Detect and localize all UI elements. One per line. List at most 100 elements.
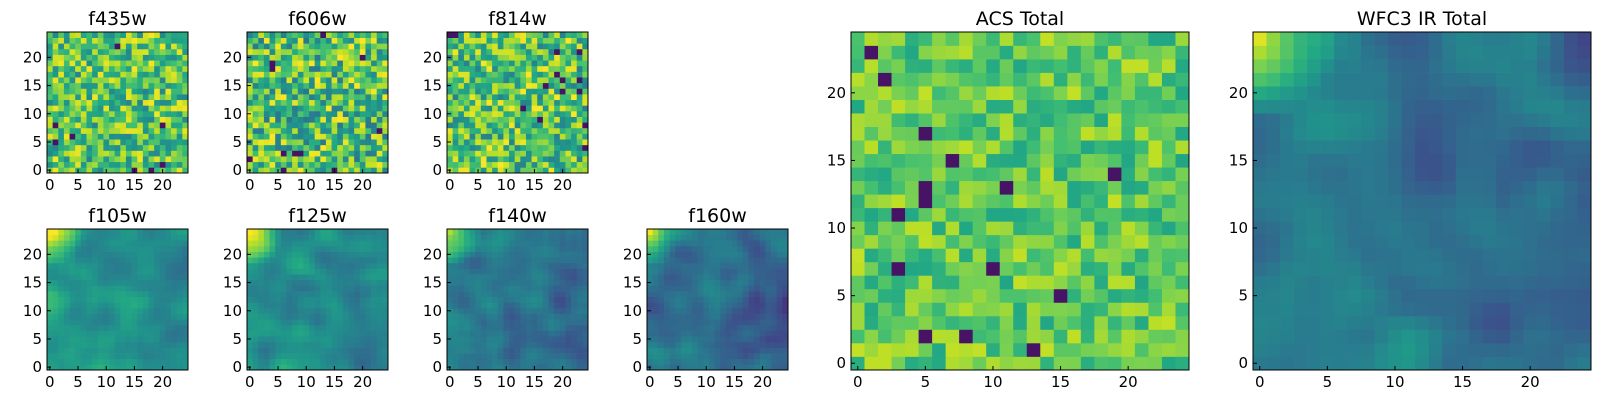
heatmap-cell	[269, 71, 276, 78]
heatmap-cell	[959, 342, 974, 357]
heatmap-cell	[58, 251, 65, 258]
heatmap-cell	[469, 257, 476, 264]
heatmap-cell	[309, 161, 316, 168]
heatmap-cell	[376, 77, 383, 84]
heatmap-cell	[771, 268, 778, 275]
heatmap-cell	[652, 268, 659, 275]
heatmap-cell	[75, 116, 82, 123]
heatmap-cell	[348, 139, 355, 146]
heatmap-cell	[269, 105, 276, 112]
heatmap-cell	[63, 245, 70, 252]
heatmap-cell	[159, 127, 166, 134]
heatmap-cell	[354, 336, 361, 343]
heatmap-cell	[182, 358, 189, 365]
heatmap-cell	[103, 347, 110, 354]
heatmap-cell	[148, 245, 155, 252]
heatmap-cell	[80, 257, 87, 264]
heatmap-cell	[275, 94, 282, 101]
heatmap-cell	[514, 54, 521, 61]
heatmap-cell	[337, 127, 344, 134]
y-tick-label: 0	[432, 358, 442, 376]
heatmap-cell	[125, 99, 132, 106]
heatmap-cell	[1026, 234, 1041, 249]
heatmap-cell	[142, 77, 149, 84]
heatmap-cell	[86, 257, 93, 264]
heatmap-cell	[159, 99, 166, 106]
heatmap-cell	[142, 341, 149, 348]
heatmap-cell	[275, 116, 282, 123]
heatmap-cell	[354, 77, 361, 84]
heatmap-cell	[142, 71, 149, 78]
heatmap-cell	[359, 116, 366, 123]
heatmap-cell	[114, 139, 121, 146]
heatmap-cell	[52, 32, 59, 38]
heatmap-cell	[548, 240, 555, 247]
heatmap-cell	[103, 48, 110, 55]
heatmap-cell	[359, 122, 366, 129]
heatmap-cell	[548, 110, 555, 117]
heatmap-cell	[782, 245, 789, 252]
heatmap-cell	[531, 133, 538, 140]
heatmap-cell	[782, 341, 789, 348]
heatmap-cell	[514, 285, 521, 292]
heatmap-cell	[97, 324, 104, 331]
heatmap-cell	[548, 324, 555, 331]
heatmap-cell	[297, 32, 304, 38]
heatmap-cell	[359, 341, 366, 348]
heatmap-cell	[269, 251, 276, 258]
heatmap-cell	[480, 358, 487, 365]
heatmap-cell	[348, 291, 355, 298]
heatmap-cell	[120, 116, 127, 123]
heatmap-cell	[52, 77, 59, 84]
heatmap-cell	[131, 71, 138, 78]
heatmap-cell	[171, 54, 178, 61]
heatmap-cell	[297, 262, 304, 269]
heatmap-cell	[525, 71, 532, 78]
heatmap-cell	[447, 229, 453, 235]
heatmap-cell	[582, 229, 589, 235]
heatmap-cell	[469, 245, 476, 252]
heatmap-cell	[331, 251, 338, 258]
heatmap-cell	[497, 302, 504, 309]
heatmap-cell	[182, 65, 189, 72]
heatmap-cell	[247, 262, 253, 269]
heatmap-cell	[52, 65, 59, 72]
heatmap-cell	[709, 251, 716, 258]
heatmap-cell	[382, 82, 389, 89]
heatmap-cell	[109, 279, 116, 286]
heatmap-cell	[776, 319, 783, 326]
heatmap-cell	[1107, 221, 1122, 236]
heatmap-cell	[263, 48, 270, 55]
heatmap-cell	[109, 353, 116, 360]
heatmap-cell	[176, 150, 183, 157]
heatmap-cell	[520, 245, 527, 252]
heatmap-cell	[525, 347, 532, 354]
heatmap-cell	[480, 122, 487, 129]
heatmap-cell	[75, 240, 82, 247]
heatmap-cell	[263, 82, 270, 89]
heatmap-cell	[663, 262, 670, 269]
heatmap-cell	[92, 65, 99, 72]
heatmap-cell	[348, 313, 355, 320]
heatmap-cell	[371, 60, 378, 67]
heatmap-cell	[514, 156, 521, 163]
heatmap-cell	[1040, 356, 1055, 371]
heatmap-cell	[463, 296, 470, 303]
heatmap-cell	[447, 285, 453, 292]
heatmap-cell	[58, 156, 65, 163]
heatmap-cell	[125, 122, 132, 129]
heatmap-cell	[148, 127, 155, 134]
heatmap-cell	[137, 88, 144, 95]
heatmap-cell	[131, 99, 138, 106]
heatmap-cell	[1107, 315, 1122, 330]
heatmap-cell	[303, 88, 310, 95]
x-tick-label: 10	[697, 373, 716, 391]
heatmap-cell	[292, 99, 299, 106]
heatmap-cell	[509, 122, 516, 129]
heatmap-cell	[458, 150, 465, 157]
heatmap-cell	[137, 234, 144, 241]
heatmap-cell	[103, 353, 110, 360]
y-tick-label: 0	[432, 161, 442, 179]
heatmap-cell	[269, 341, 276, 348]
heatmap-cell	[1080, 207, 1095, 222]
